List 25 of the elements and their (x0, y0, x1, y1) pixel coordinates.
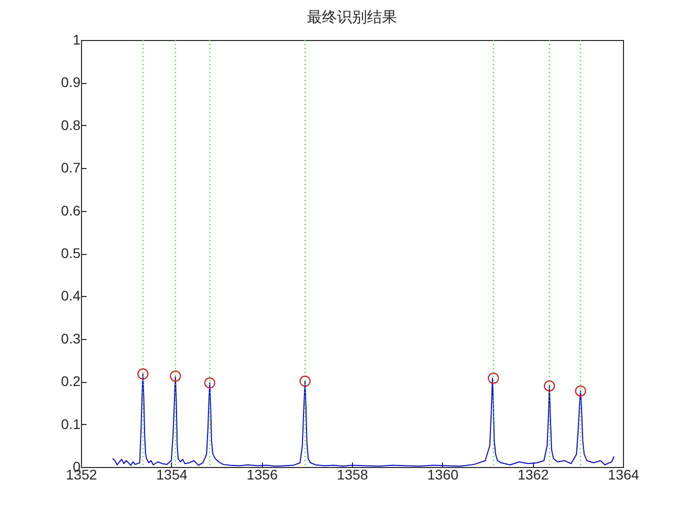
point (300, 376, 311, 387)
point (137, 368, 148, 380)
x-tick-label: 1356 (246, 466, 278, 482)
y-tick-label: 0.6 (61, 202, 81, 218)
point (544, 380, 555, 392)
y-tick-label: 0.4 (61, 288, 81, 304)
y-tick-label: 0.7 (61, 160, 81, 176)
point (204, 377, 216, 388)
y-tick-label: 0.8 (61, 116, 81, 133)
point (170, 370, 181, 382)
x-tick-label: 1364 (608, 466, 640, 482)
y-tick-label: 0.1 (61, 416, 81, 432)
y-tick-label: 0.2 (61, 373, 81, 390)
line-series (112, 373, 614, 467)
y-tick-label: 0.5 (61, 245, 81, 261)
x-tick-label: 1362 (518, 466, 549, 482)
chart-title: 最终识别结果 (307, 9, 397, 26)
x-tick-label: 1354 (156, 466, 188, 482)
x-tick-label: 1360 (427, 466, 459, 482)
x-tick-label: 1358 (336, 466, 368, 482)
point (488, 372, 499, 384)
y-tick-label: 0.3 (61, 330, 81, 346)
y-tick-label: 0.9 (61, 74, 81, 90)
y-tick-label: 1 (72, 32, 81, 48)
point (575, 386, 586, 396)
